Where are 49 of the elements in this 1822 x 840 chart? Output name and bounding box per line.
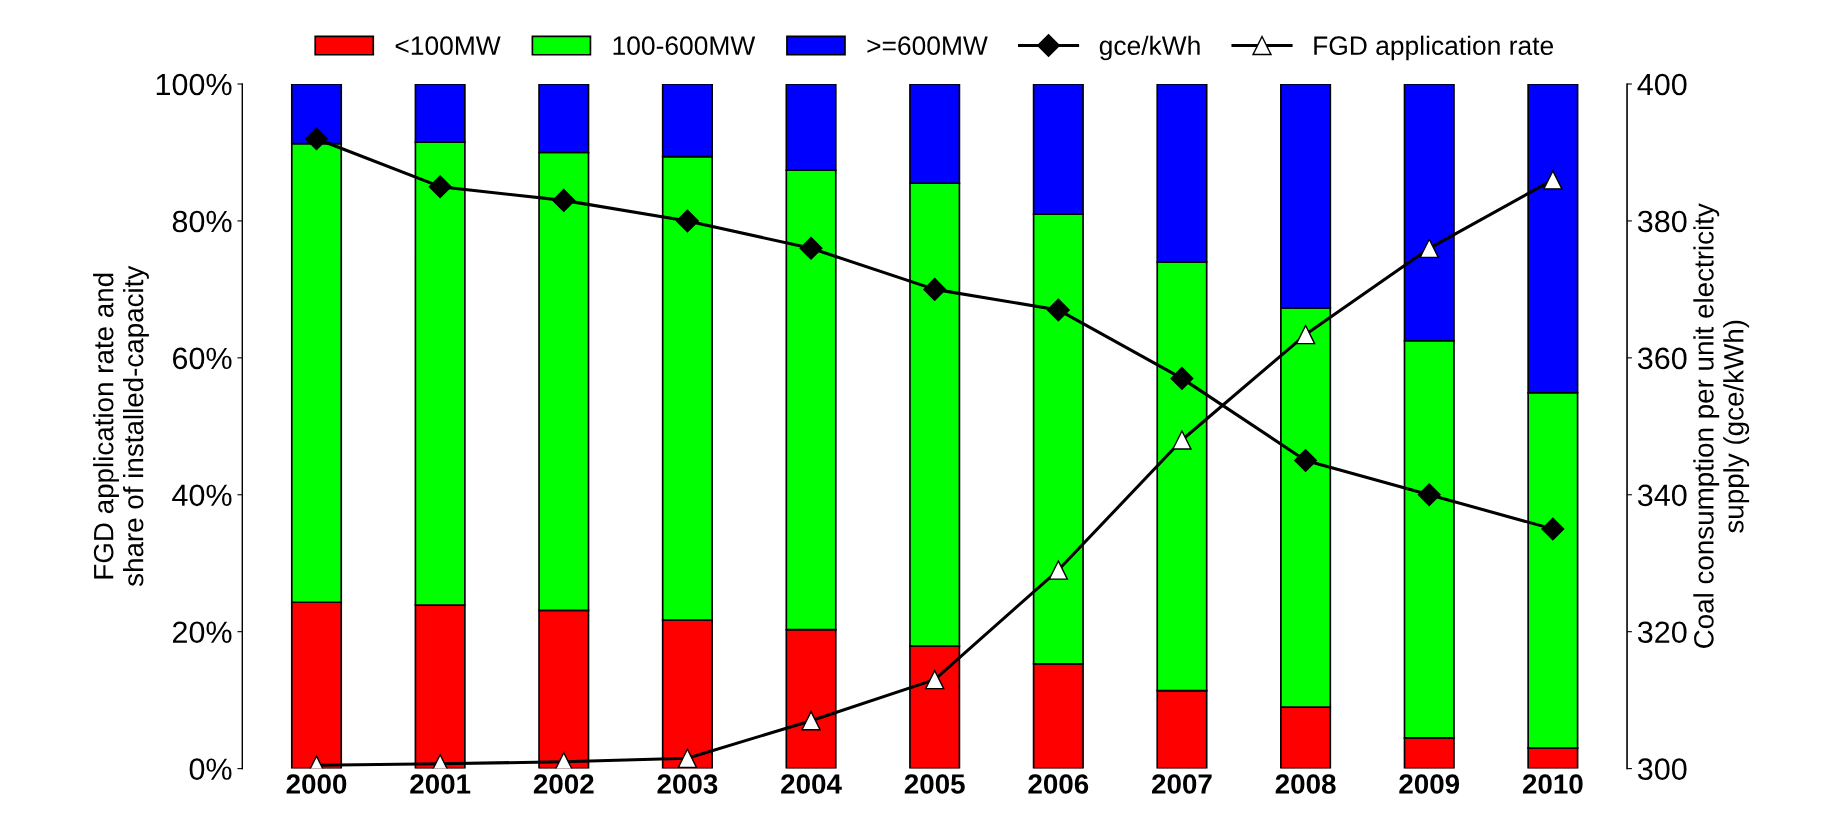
point	[677, 748, 698, 769]
x-tick-label: 2006	[1028, 774, 1089, 794]
legend-label: FGD application rate	[1314, 35, 1553, 61]
y2-tick-label: 360	[1637, 347, 1687, 370]
point	[1541, 517, 1565, 541]
point	[799, 236, 823, 260]
point	[1295, 324, 1316, 345]
y2-tick-label: 320	[1637, 621, 1687, 644]
point	[923, 277, 947, 301]
x-tick-label: 2004	[781, 774, 842, 794]
y-tick-label: 100%	[156, 73, 232, 96]
point	[801, 710, 821, 731]
point	[1419, 238, 1439, 259]
point	[1543, 170, 1563, 190]
point	[552, 188, 576, 212]
x-tick-label: 2008	[1275, 774, 1336, 794]
y-tick-label: 0%	[189, 758, 232, 780]
point	[1294, 449, 1318, 473]
y-tick-label: 40%	[172, 484, 232, 507]
x-tick-label: 2005	[904, 774, 965, 794]
legend-label: 100-600MW	[613, 36, 756, 56]
point	[1170, 366, 1194, 390]
point	[924, 669, 945, 690]
point	[1417, 483, 1441, 507]
x-tick-label: 2000	[286, 774, 347, 794]
y-tick-label: 20%	[172, 621, 232, 644]
point	[305, 127, 329, 151]
legend-label: gce/kWh	[1099, 35, 1200, 61]
y2-tick-label: 300	[1637, 758, 1687, 780]
y-tick-label: 60%	[173, 347, 232, 370]
x-tick-label: 2009	[1399, 774, 1460, 794]
x-tick-label: 2010	[1522, 774, 1583, 794]
point	[675, 209, 699, 233]
point	[1046, 298, 1070, 322]
y-axis-title: FGD application rate and share of installed-capacity	[93, 265, 149, 587]
point	[1048, 560, 1069, 580]
x-tick-label: 2003	[657, 774, 718, 794]
y2-tick-label: 400	[1637, 73, 1687, 96]
x-tick-label: 2001	[410, 774, 471, 794]
legend-label: <100MW	[395, 36, 501, 56]
x-tick-label: 2002	[533, 774, 594, 794]
y2-tick-label: 340	[1637, 484, 1687, 507]
y-tick-label: 80%	[172, 210, 232, 233]
point	[1172, 430, 1192, 450]
point	[428, 175, 452, 199]
y2-tick-label: 380	[1637, 210, 1687, 233]
x-tick-label: 2007	[1152, 774, 1212, 794]
legend-label: >=600MW	[867, 36, 988, 56]
y2-axis-title: Coal consumption per unit electricity supply (gce/kWh)	[1693, 203, 1750, 648]
